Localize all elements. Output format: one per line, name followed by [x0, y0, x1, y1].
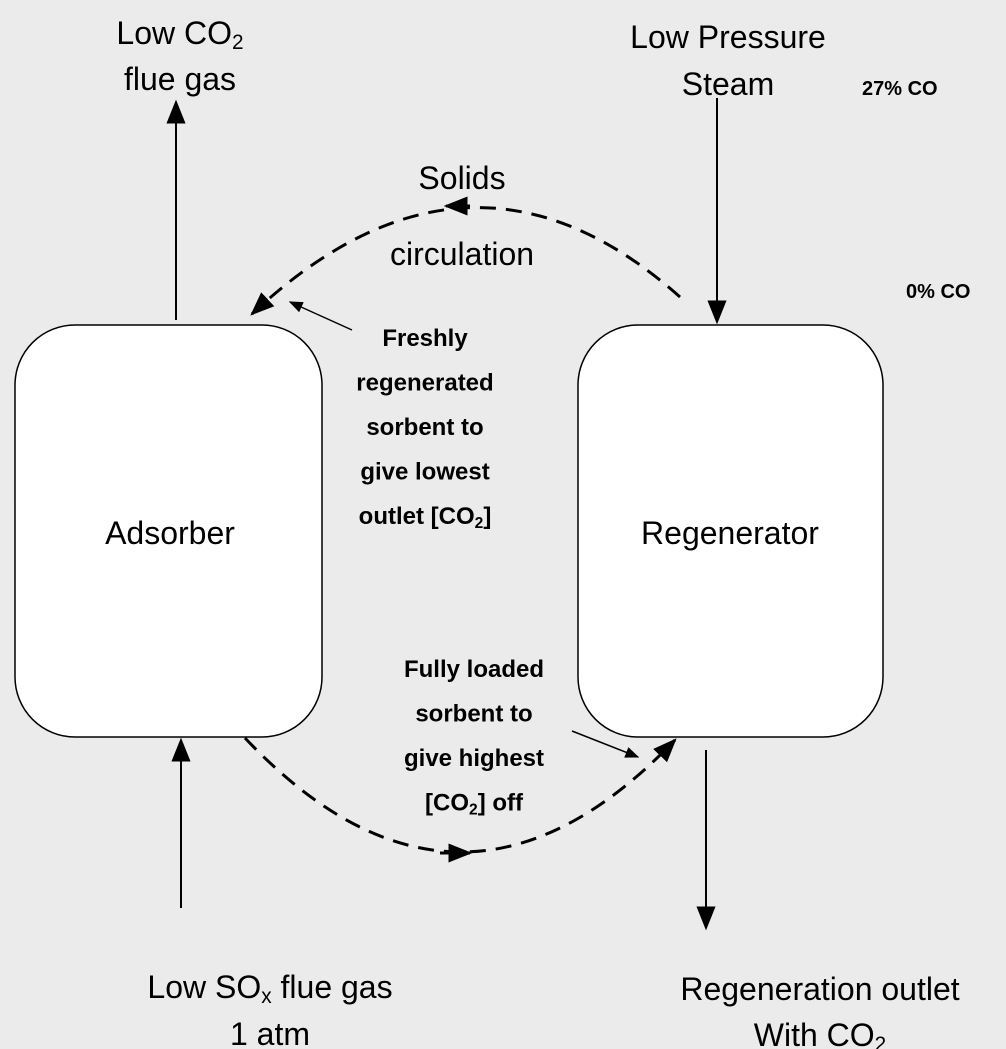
- loaded-pointer: [571, 730, 640, 758]
- text-part: With CO: [754, 1017, 875, 1049]
- text-part: give lowest: [360, 459, 489, 486]
- text-part: [CO: [425, 790, 469, 817]
- text-part: Adsorber: [105, 515, 235, 551]
- text-part: circulation: [390, 236, 534, 272]
- co2-0-line: 0% CO: [906, 281, 970, 303]
- freshly-regenerated-line: outlet [CO2]: [359, 503, 492, 532]
- adsorber-line: Adsorber: [105, 515, 235, 551]
- text-part: Regeneration outlet: [680, 971, 959, 1007]
- low-co2-flue-gas-line: flue gas: [124, 61, 236, 97]
- text-part: Freshly: [382, 325, 468, 352]
- fully-loaded-line: sorbent to: [415, 701, 532, 728]
- text-part: Low SO: [147, 969, 261, 1005]
- low-pressure-steam-line: Steam: [682, 66, 774, 102]
- bottom-circulation-arc: [243, 736, 677, 854]
- subscript: 2: [232, 31, 244, 54]
- freshly-regenerated-line: give lowest: [360, 459, 489, 486]
- low-sox-flue-gas-line: Low SOx flue gas: [147, 969, 392, 1008]
- text-part: regenerated: [356, 370, 493, 397]
- regenerator-box: [577, 324, 884, 738]
- text-part: 27% CO: [862, 78, 938, 100]
- text-part: give highest: [404, 745, 544, 772]
- text-part: ] off: [478, 790, 524, 817]
- freshly-regenerated-line: sorbent to: [366, 414, 483, 441]
- subscript: 2: [875, 1033, 887, 1049]
- text-part: Fully loaded: [404, 656, 544, 683]
- freshly-regenerated-line: regenerated: [356, 370, 493, 397]
- regeneration-outlet-line: Regeneration outlet: [680, 971, 959, 1007]
- low-co2-flue-gas-line: Low CO2: [116, 15, 243, 54]
- text-part: Low CO: [116, 15, 232, 51]
- fully-loaded-line: give highest: [404, 745, 544, 772]
- subscript: 2: [469, 802, 478, 819]
- text-part: Low Pressure: [630, 19, 826, 55]
- text-part: Regenerator: [641, 515, 819, 551]
- text-part: sorbent to: [366, 414, 483, 441]
- co2-27-line: 27% CO: [862, 78, 938, 100]
- text-part: 1 atm: [230, 1016, 310, 1049]
- freshly-regenerated-line: Freshly: [382, 325, 468, 352]
- solids-circulation-line: Solids: [418, 160, 505, 196]
- text-part: Steam: [682, 66, 774, 102]
- text-part: sorbent to: [415, 701, 532, 728]
- text-part: flue gas: [124, 61, 236, 97]
- fully-loaded-line: [CO2] off: [425, 790, 524, 819]
- low-sox-flue-gas-line: 1 atm: [230, 1016, 310, 1049]
- text-part: outlet [CO: [359, 503, 475, 530]
- freshly-pointer: [288, 301, 353, 331]
- top-circulation-arc: [250, 206, 681, 316]
- low-pressure-steam-line: Low Pressure: [630, 19, 826, 55]
- regeneration-outlet-line: With CO2: [754, 1017, 886, 1049]
- regenerator-line: Regenerator: [641, 515, 819, 551]
- fully-loaded-line: Fully loaded: [404, 656, 544, 683]
- subscript: 2: [475, 515, 484, 532]
- text-part: ]: [483, 503, 491, 530]
- text-part: 0% CO: [906, 281, 970, 303]
- text-part: Solids: [418, 160, 505, 196]
- text-part: flue gas: [272, 969, 393, 1005]
- subscript: x: [261, 985, 272, 1008]
- solids-circulation-line: circulation: [390, 236, 534, 272]
- adsorber-box: [14, 324, 323, 738]
